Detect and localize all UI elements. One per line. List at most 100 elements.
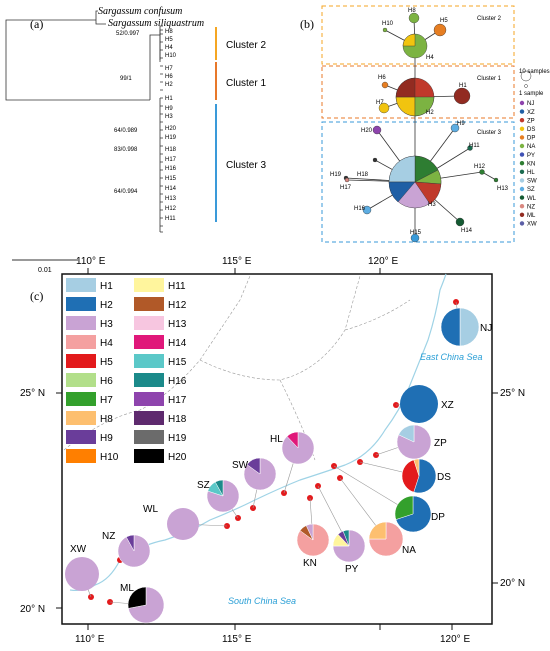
haplotype-legend-swatch: [134, 335, 164, 349]
cluster-3-box-label: Cluster 3: [477, 130, 502, 136]
node-h3-slice: [414, 181, 442, 205]
node-h17: [344, 177, 350, 183]
haplotype-legend-swatch: [134, 392, 164, 406]
population-legend-label: WL: [527, 196, 537, 202]
tip-label: H16: [165, 166, 177, 172]
site-label: WL: [143, 504, 158, 515]
tip-label: H5: [165, 37, 173, 43]
scale-bar-label: 0.01: [38, 267, 52, 274]
population-legend-label: DS: [527, 127, 535, 133]
population-legend-label: XZ: [527, 110, 535, 116]
site-label: DS: [437, 472, 451, 483]
site-label: HL: [270, 434, 283, 445]
haplotype-legend-swatch: [66, 278, 96, 292]
support-value: 52/0.997: [116, 31, 140, 37]
node-h3-slice: [388, 155, 416, 183]
node-label: H7: [376, 100, 384, 106]
node-label: H18: [357, 172, 369, 178]
pie-slice: [395, 495, 432, 533]
haplotype-legend-swatch: [134, 278, 164, 292]
population-legend-label: NJ: [527, 101, 534, 107]
haplotype-legend-swatch: [66, 449, 96, 463]
species-label-confusum: Sargassum confusum: [98, 6, 182, 17]
node-h2-slice: [395, 96, 416, 117]
pie-slice: [125, 534, 135, 552]
cluster-1-box-label: Cluster 1: [477, 76, 502, 82]
left-tick-25: 25° N: [20, 388, 45, 399]
haplotype-legend-swatch: [134, 373, 164, 387]
tip-label: H9: [165, 106, 173, 112]
population-legend-swatch: [519, 135, 525, 140]
haplotype-legend-label: H19: [168, 433, 187, 444]
tip-label: H14: [165, 186, 177, 192]
node-label: H5: [440, 18, 448, 24]
pie-slice: [440, 307, 461, 347]
tip-label: H15: [165, 176, 177, 182]
tip-label: H1: [165, 96, 173, 102]
size-legend-small-label: 1 sample: [519, 91, 544, 97]
tip-label: H20: [165, 126, 177, 132]
cluster-3-box: [321, 121, 515, 243]
haplotype-legend-swatch: [134, 316, 164, 330]
node-label: H13: [497, 186, 509, 192]
population-legend-label: NA: [527, 144, 535, 150]
pie-slice: [65, 557, 99, 591]
population-legend-swatch: [519, 204, 525, 209]
species-label-siliquastrum: Sargassum siliquastrum: [108, 18, 204, 29]
population-legend-swatch: [519, 152, 525, 157]
node-label: H2: [426, 110, 434, 116]
population-legend-swatch: [519, 212, 525, 217]
population-legend-swatch: [519, 169, 525, 174]
pie-slice: [342, 529, 350, 547]
node-h5: [433, 23, 447, 37]
tree-tip-labels: H8 H5 H4 H10 H7 H6 H2 H1 H9 H3 H20 H19 H…: [165, 29, 177, 222]
haplotype-legend-label: H12: [168, 300, 187, 311]
site-label: PY: [345, 564, 359, 575]
tip-label: H11: [165, 216, 176, 222]
population-legend-swatch: [519, 195, 525, 200]
haplotype-legend-label: H17: [168, 395, 187, 406]
node-label: H12: [474, 164, 486, 170]
support-value: 64/0.989: [114, 128, 138, 134]
node-label: H17: [340, 185, 352, 191]
haplotype-legend-swatch: [66, 392, 96, 406]
node-h16: [362, 205, 372, 215]
site-pies: NJ XZ ZP DS DP NA PY KN HL SW SZ WL NZ XW ML: [65, 301, 492, 624]
cluster-3-label: Cluster 3: [226, 160, 266, 171]
site-label: NZ: [102, 531, 115, 542]
population-legend-label: SZ: [527, 187, 535, 193]
node-h10: [382, 27, 388, 33]
node-label: H10: [382, 21, 394, 27]
tip-label: H13: [165, 196, 177, 202]
node-label: H1: [459, 83, 467, 89]
tip-label: H2: [165, 82, 173, 88]
haplotype-legend-swatch: [66, 411, 96, 425]
haplotype-legend-swatch: [66, 335, 96, 349]
tree-branches: [5, 10, 163, 233]
node-h18: [372, 157, 378, 163]
left-tick-20: 20° N: [20, 604, 45, 615]
haplotype-legend-label: H5: [100, 357, 113, 368]
east-china-sea-label: East China Sea: [420, 352, 483, 362]
map-ticks: [56, 268, 498, 630]
haplotype-legend-swatch: [134, 449, 164, 463]
haplotype-legend-label: H8: [100, 414, 113, 425]
haplotype-legend-label: H13: [168, 319, 187, 330]
support-value: 83/0.998: [114, 147, 138, 153]
map-borders: [63, 275, 411, 461]
haplotype-legend-label: H2: [100, 300, 113, 311]
population-legend-swatch: [519, 100, 525, 106]
haplotype-legend-label: H18: [168, 414, 187, 425]
haplotype-legend-label: H4: [100, 338, 113, 349]
node-h7: [378, 102, 390, 114]
node-h1: [453, 87, 471, 105]
haplotype-legend-label: H16: [168, 376, 187, 387]
top-tick-110: 110° E: [76, 256, 106, 267]
site-label: DP: [431, 512, 445, 523]
pie-slice: [398, 424, 415, 443]
node-h2-slice: [414, 96, 435, 117]
node-label: H16: [354, 206, 366, 212]
site-label: NJ: [480, 323, 492, 334]
population-legend-label: DP: [527, 136, 535, 142]
